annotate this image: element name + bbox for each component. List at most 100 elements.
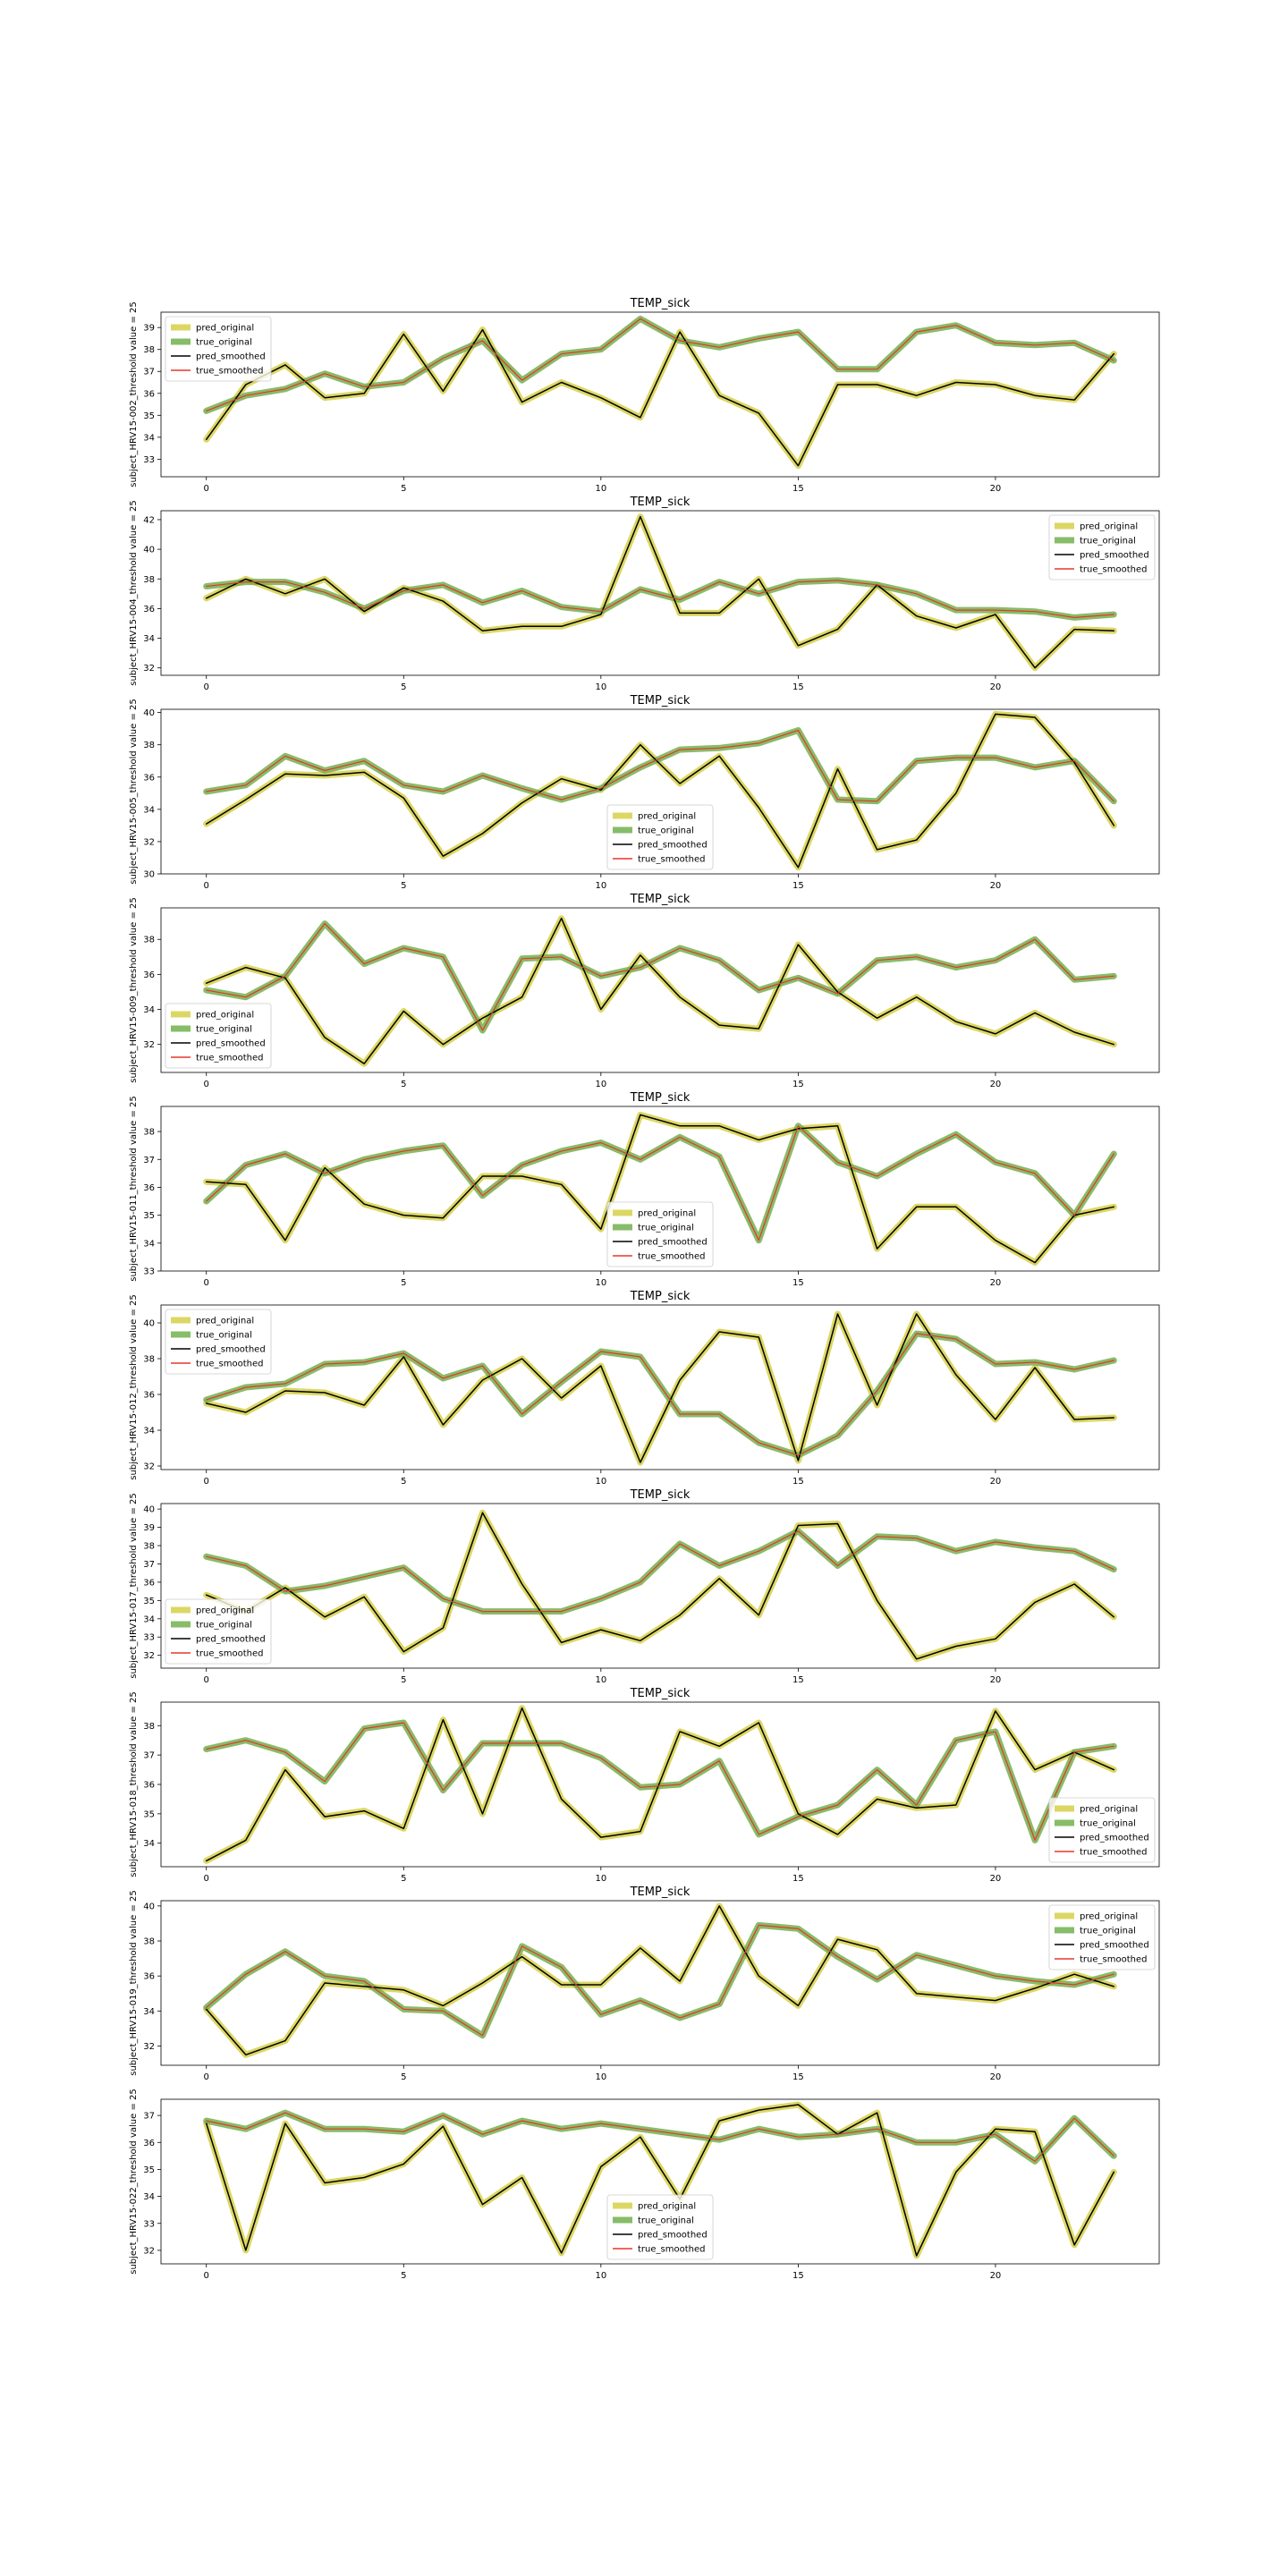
subplot-9: TEMP_sick subject_HRV15-019_threshold val… <box>129 1885 1160 2082</box>
legend-label: pred_original <box>196 1011 254 1021</box>
y-tick-label: 34 <box>143 1839 155 1849</box>
series-line-true-original <box>203 2109 1117 2165</box>
y-tick-label: 34 <box>143 634 155 644</box>
series-line-true-smoothed <box>206 1125 1114 1241</box>
x-tick-label: 15 <box>792 2072 804 2082</box>
legend-label: pred_original <box>196 1317 254 1326</box>
axes-frame <box>160 510 1160 676</box>
series-line-true-smoothed <box>206 1924 1114 2037</box>
series-line-pred-smoothed <box>205 917 1115 1064</box>
x-tick-label: 5 <box>401 1477 406 1487</box>
x-tick-label: 10 <box>595 682 606 692</box>
y-tick-label: 35 <box>143 1809 155 1819</box>
x-tick-label: 5 <box>401 1874 406 1884</box>
legend-label: true_original <box>638 1224 694 1233</box>
y-axis-label: subject_HRV15-017_threshold value = 25 <box>129 1493 139 1678</box>
y-tick-label: 38 <box>143 1722 155 1732</box>
y-tick-label: 35 <box>143 2165 155 2175</box>
subplot-title: TEMP_sick <box>630 1687 691 1700</box>
y-tick-label: 32 <box>143 1040 155 1050</box>
y-tick-label: 30 <box>143 870 155 880</box>
legend-label: true_original <box>1080 537 1136 547</box>
legend: pred_original true_original pred_smoothedt… <box>165 1598 272 1665</box>
series-line-true-smoothed <box>206 922 1114 1031</box>
legend-label: pred_smoothed <box>638 2231 708 2241</box>
y-tick-label: 35 <box>143 1597 155 1606</box>
y-tick-label: 32 <box>143 1462 155 1472</box>
x-tick-label: 0 <box>204 881 209 891</box>
y-tick-label: 36 <box>143 1972 155 1982</box>
y-axis-label: subject_HRV15-009_threshold value = 25 <box>129 897 139 1082</box>
legend-label: pred_original <box>1080 1805 1138 1815</box>
series-line-pred-smoothed <box>205 1707 1115 1862</box>
legend-label: true_smoothed <box>196 1054 263 1063</box>
y-tick-label: 38 <box>143 936 155 945</box>
x-tick-label: 10 <box>595 1278 606 1288</box>
y-axis-label: subject_HRV15-019_threshold value = 25 <box>129 1890 139 2075</box>
subplot-8: TEMP_sick subject_HRV15-018_threshold val… <box>129 1687 1160 1884</box>
subplot-1: TEMP_sick subject_HRV15-002_threshold val… <box>129 297 1160 494</box>
x-tick-label: 15 <box>792 1675 804 1685</box>
y-tick-label: 40 <box>143 1505 155 1515</box>
legend-box <box>606 1201 714 1267</box>
x-tick-label: 10 <box>595 1477 606 1487</box>
y-axis-label: subject_HRV15-004_threshold value = 25 <box>129 500 139 685</box>
legend-label: true_original <box>196 1621 252 1631</box>
series-line-true-smoothed <box>206 1722 1114 1841</box>
y-tick-label: 34 <box>143 1614 155 1624</box>
y-tick-label: 37 <box>143 2112 155 2122</box>
x-tick-label: 0 <box>204 1477 209 1487</box>
legend: pred_original true_original pred_smoothedt… <box>1048 1904 1156 1970</box>
x-tick-label: 0 <box>204 1278 209 1288</box>
y-axis-label: subject_HRV15-005_threshold value = 25 <box>129 699 139 884</box>
axes-frame <box>160 907 1160 1073</box>
x-tick-label: 20 <box>990 1675 1002 1685</box>
x-tick-label: 20 <box>990 1278 1002 1288</box>
legend: pred_original true_original pred_smoothedt… <box>606 1201 714 1267</box>
legend-label: pred_smoothed <box>196 1345 266 1355</box>
legend-label: pred_original <box>196 324 254 334</box>
x-tick-label: 10 <box>595 1080 606 1089</box>
x-tick-label: 0 <box>204 682 209 692</box>
x-tick-label: 10 <box>595 484 606 494</box>
legend-label: true_original <box>638 2216 694 2226</box>
y-tick-label: 37 <box>143 1751 155 1761</box>
legend-label: pred_original <box>196 1606 254 1616</box>
legend-label: true_smoothed <box>1080 1955 1147 1965</box>
x-tick-label: 20 <box>990 682 1002 692</box>
x-tick-label: 20 <box>990 1080 1002 1089</box>
subplot-4: TEMP_sick subject_HRV15-009_threshold val… <box>129 893 1160 1089</box>
y-tick-label: 34 <box>143 433 155 443</box>
y-tick-label: 36 <box>143 605 155 614</box>
series-line-true-original <box>203 577 1117 621</box>
y-tick-label: 32 <box>143 2042 155 2052</box>
axes-frame <box>160 2098 1160 2265</box>
subplot-title: TEMP_sick <box>630 1290 691 1303</box>
series-line-pred-smoothed <box>205 328 1115 467</box>
y-tick-label: 39 <box>143 1523 155 1533</box>
series-line-true-smoothed <box>206 729 1114 802</box>
x-tick-label: 0 <box>204 1675 209 1685</box>
series-line-pred-smoothed <box>205 1512 1115 1660</box>
legend-box <box>1048 1904 1156 1970</box>
legend-label: true_original <box>196 1025 252 1035</box>
y-tick-label: 34 <box>143 2007 155 2017</box>
y-tick-label: 32 <box>143 837 155 847</box>
y-tick-label: 37 <box>143 1156 155 1165</box>
x-tick-label: 10 <box>595 1874 606 1884</box>
subplot-7: TEMP_sick subject_HRV15-017_threshold val… <box>129 1488 1160 1685</box>
legend-box <box>606 804 714 870</box>
series-line-true-original <box>203 1921 1117 2039</box>
series-line-pred-smoothed <box>205 1313 1115 1463</box>
x-tick-label: 0 <box>204 2271 209 2281</box>
x-tick-label: 15 <box>792 881 804 891</box>
x-tick-label: 5 <box>401 1278 406 1288</box>
x-tick-label: 20 <box>990 2271 1002 2281</box>
x-tick-label: 15 <box>792 1477 804 1487</box>
y-axis-label: subject_HRV15-011_threshold value = 25 <box>129 1096 139 1281</box>
legend-label: true_smoothed <box>1080 1848 1147 1858</box>
series-line-true-smoothed <box>206 2112 1114 2162</box>
y-tick-label: 40 <box>143 546 155 555</box>
y-tick-label: 40 <box>143 708 155 718</box>
